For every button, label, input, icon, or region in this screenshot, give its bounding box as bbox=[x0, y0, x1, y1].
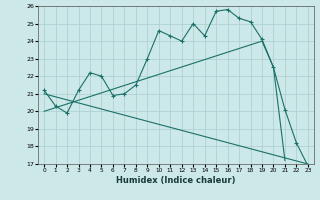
X-axis label: Humidex (Indice chaleur): Humidex (Indice chaleur) bbox=[116, 176, 236, 185]
